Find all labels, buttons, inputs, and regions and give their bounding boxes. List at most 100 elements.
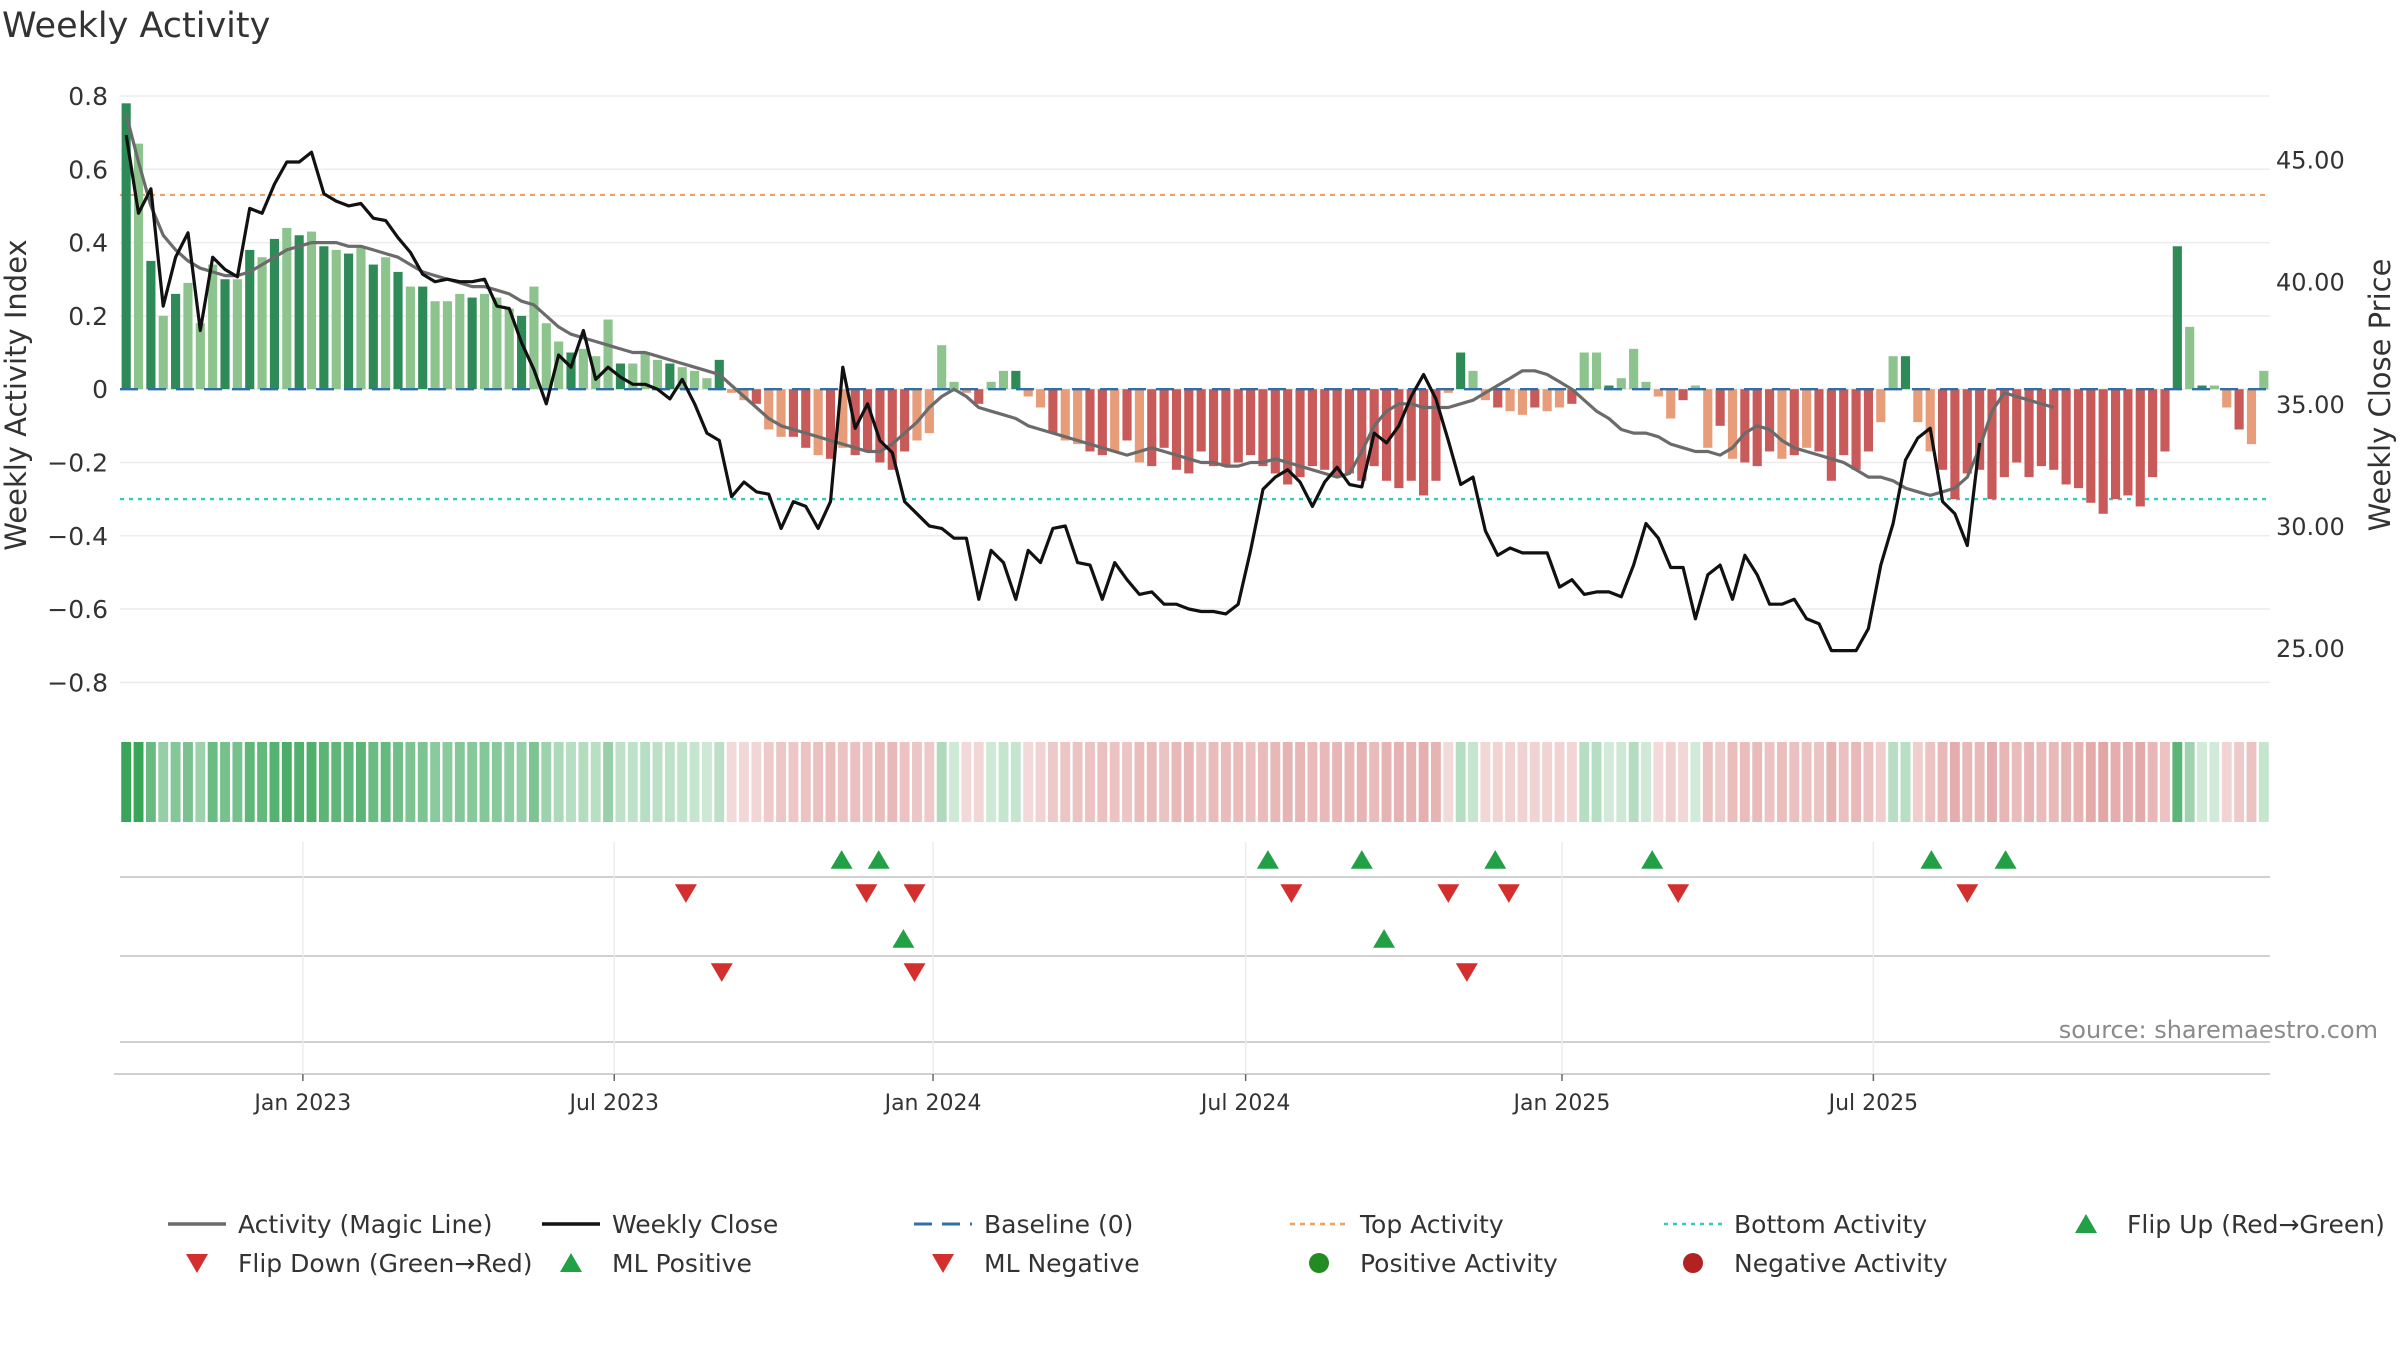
strip-cell [603,742,614,822]
flip-down-marker [903,884,926,903]
strip-cell [1838,742,1849,822]
activity-bar [2197,385,2207,390]
activity-bar [1975,389,1985,470]
activity-bar [1283,389,1293,485]
activity-bar [727,389,737,393]
flip-down-marker [674,884,697,903]
activity-bar [1641,381,1651,390]
activity-bar [245,249,255,390]
flip-down-marker [1956,884,1979,903]
legend-swatch [560,1253,582,1272]
strip-cell [1097,742,1108,822]
legend-label: Positive Activity [1360,1249,1558,1278]
legend-swatch [1309,1253,1329,1273]
activity-bar [689,370,700,390]
y-tick-left: 0 [92,375,108,404]
strip-cell [1814,742,1824,822]
activity-bar [875,389,885,463]
strip-cell [1937,742,1948,822]
strip-cell [1628,742,1639,822]
strip-cell [1826,742,1837,822]
strip-cell [998,742,1009,822]
ml-negative-marker [1455,963,1478,982]
activity-bar [665,363,675,390]
strip-cell [1702,742,1713,822]
legend-label: Weekly Close [612,1210,778,1239]
strip-cell [2197,742,2207,822]
strip-cell [2209,742,2220,822]
activity-bar [356,246,366,390]
activity-bar [1888,356,1898,390]
strip-cell [2160,742,2170,822]
activity-bar [1122,389,1132,441]
activity-bar [1110,389,1120,452]
strip-cell [1369,742,1380,822]
strip-cell [776,742,787,822]
legend-item: Positive Activity [1309,1249,1558,1278]
activity-bar [1221,389,1231,467]
activity-bar [158,315,168,390]
grid-lines [120,95,2270,684]
flip-up-marker [1641,850,1664,869]
activity-bar [1147,389,1157,467]
strip-cell [356,742,366,822]
strip-cell [2036,742,2047,822]
activity-bar [430,301,440,390]
strip-cell [936,742,947,822]
flip-up-marker [1994,850,2017,869]
strip-cell [1665,742,1676,822]
strip-cell [1739,742,1750,822]
legend-label: Top Activity [1359,1210,1504,1239]
activity-bar [1851,389,1861,470]
activity-bar [1826,389,1836,481]
strip-cell [2184,742,2195,822]
strip-cell [170,742,181,822]
strip-cell [1060,742,1071,822]
strip-cell [528,742,539,822]
activity-bar [2185,326,2195,390]
strip-cell [1888,742,1899,822]
activity-bar [208,264,218,390]
flip-down-marker [1667,884,1690,903]
activity-bar [455,293,465,390]
activity-bar [541,323,551,390]
legend-label: Flip Up (Red→Green) [2127,1210,2385,1239]
activity-bar [1159,389,1169,448]
activity-bar [1048,389,1058,434]
activity-bar [1443,389,1453,393]
y-axis-label-right: Weekly Close Price [2363,259,2397,532]
y-axis-label-left: Weekly Activity Index [0,239,33,550]
activity-bar [1814,389,1824,452]
activity-bar [306,231,317,390]
activity-bar [1554,389,1565,408]
activity-bar [2073,389,2084,489]
activity-bar [949,381,959,390]
strip-cell [1023,742,1034,822]
activity-bar [1592,352,1602,390]
activity-bar [1863,389,1873,452]
strip-cell [1678,742,1689,822]
activity-bar [1394,389,1404,489]
y-tick-right: 25.00 [2276,635,2345,663]
strip-cell [2258,742,2269,822]
strip-cell [1863,742,1874,822]
strip-cell [2110,742,2121,822]
activity-bar [1246,389,1256,456]
strip-cell [2024,742,2034,822]
activity-bar [2160,389,2170,452]
strip-cell [1690,742,1701,822]
strip-cell [1295,742,1305,822]
y-tick-right: 35.00 [2276,391,2345,419]
activity-bar [1270,389,1280,474]
legend-item: ML Negative [932,1249,1140,1278]
strip-cell [2172,742,2183,822]
legend-label: ML Negative [984,1249,1140,1278]
activity-bar [2036,389,2046,467]
strip-cell [763,742,774,822]
activity-bar [1802,389,1812,448]
ml-negative-marker [903,963,926,982]
strip-cell [899,742,910,822]
strip-cell [244,742,255,822]
activity-bar [1789,389,1799,456]
activity-bar [2222,389,2232,408]
